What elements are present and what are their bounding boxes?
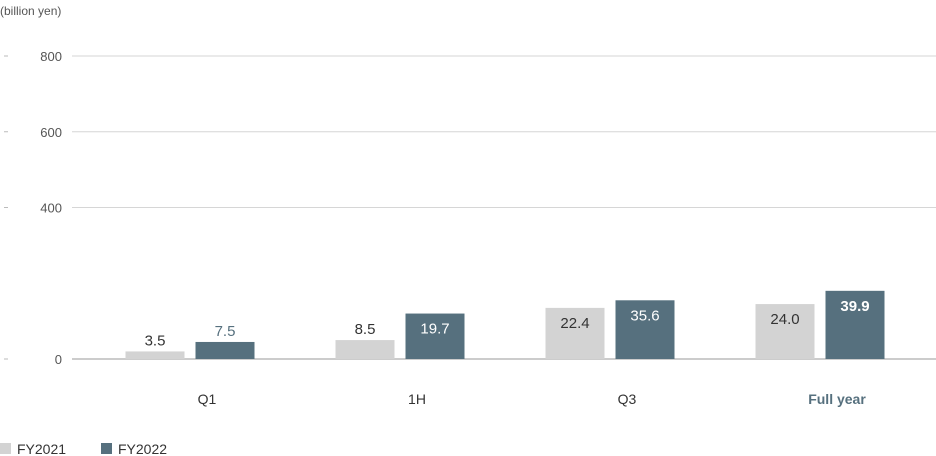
value-label: 19.7 [420, 321, 449, 338]
y-axis-ticks: 0 400 600 800 [40, 49, 62, 367]
value-label: 22.4 [560, 315, 589, 332]
y-tick-label: 800 [40, 49, 62, 64]
legend: FY2021 FY2022 [0, 441, 167, 456]
x-axis-ticks: Q1 1H Q3 Full year [198, 391, 867, 407]
x-tick-label: 1H [408, 391, 426, 407]
bar-fy2021-q1 [125, 351, 185, 359]
x-tick-label: Q1 [198, 391, 217, 407]
value-label: 7.5 [215, 323, 236, 340]
legend-label-fy2021: FY2021 [17, 441, 66, 456]
value-label: 35.6 [630, 307, 659, 324]
value-labels: 3.5 7.5 8.5 19.7 22.4 35.6 24.0 39.9 [145, 298, 870, 350]
y-axis-unit-label: (billion yen) [0, 4, 61, 18]
bars [125, 290, 885, 359]
bar-fy2021-full-year [755, 304, 815, 359]
value-label: 39.9 [840, 298, 869, 315]
bar-fy2022-1h [405, 313, 465, 359]
bar-fy2022-q1 [195, 341, 255, 359]
value-label: 24.0 [770, 311, 799, 328]
legend-label-fy2022: FY2022 [118, 441, 167, 456]
legend-swatch-fy2022 [101, 443, 112, 454]
x-tick-label: Q3 [618, 391, 637, 407]
x-tick-label: Full year [808, 391, 866, 407]
legend-swatch-fy2021 [0, 443, 11, 454]
bar-fy2021-1h [335, 340, 395, 359]
y-tick-label: 0 [55, 352, 62, 367]
bar-fy2022-full-year [825, 290, 885, 359]
value-label: 8.5 [355, 321, 376, 338]
bar-fy2022-q3 [615, 300, 675, 359]
value-label: 3.5 [145, 332, 166, 349]
y-tick-label: 400 [40, 201, 62, 216]
y-tick-label: 600 [40, 125, 62, 140]
bar-fy2021-q3 [545, 307, 605, 359]
